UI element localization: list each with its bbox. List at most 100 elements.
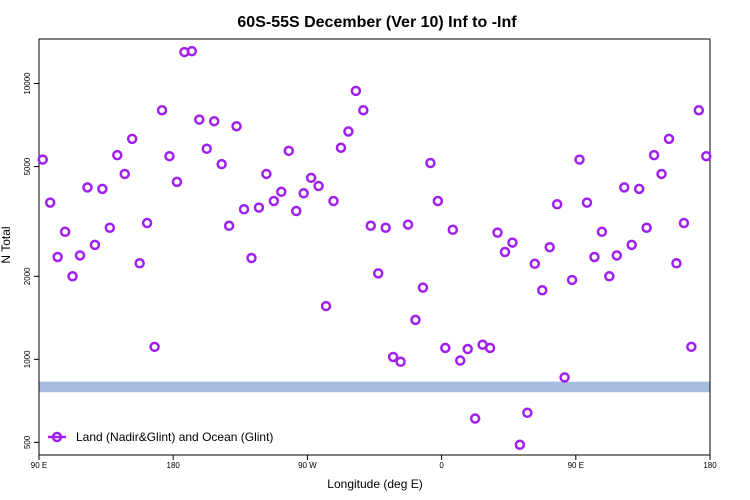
data-point xyxy=(686,341,697,353)
data-point xyxy=(208,115,220,127)
data-point xyxy=(417,282,429,293)
data-point xyxy=(343,126,354,137)
data-point xyxy=(387,351,399,363)
data-point xyxy=(372,268,384,279)
data-point xyxy=(499,246,511,258)
data-point xyxy=(425,157,436,169)
data-point xyxy=(589,251,600,263)
data-point xyxy=(454,355,466,366)
data-point xyxy=(268,195,280,207)
data-point xyxy=(320,300,332,312)
data-point xyxy=(305,172,317,184)
data-point xyxy=(201,143,212,155)
data-point xyxy=(469,413,481,424)
data-point xyxy=(619,182,630,193)
data-point xyxy=(253,202,265,213)
x-axis-label: Longitude (deg E) xyxy=(327,477,422,491)
data-point xyxy=(216,158,227,170)
data-point xyxy=(276,186,287,198)
data-point xyxy=(604,271,615,282)
data-point xyxy=(246,252,257,264)
data-point xyxy=(596,226,608,238)
data-point xyxy=(156,104,168,116)
y-axis-label: N Total xyxy=(0,226,13,263)
data-point xyxy=(402,219,414,230)
data-point xyxy=(141,217,153,229)
data-point xyxy=(633,183,645,195)
y-tick-label: 1000 xyxy=(23,350,32,368)
x-tick-label: 0 xyxy=(439,461,444,470)
legend: Land (Nadir&Glint) and Ocean (Glint) xyxy=(48,430,273,444)
data-point xyxy=(261,168,272,180)
data-point xyxy=(537,285,548,296)
data-point xyxy=(104,222,116,233)
data-point xyxy=(328,195,339,207)
data-point xyxy=(350,85,362,97)
data-point xyxy=(440,342,451,354)
y-tick-label: 10000 xyxy=(23,72,32,95)
data-point xyxy=(365,220,377,232)
data-point xyxy=(626,239,637,251)
x-tick-label: 90 E xyxy=(568,461,584,470)
data-point xyxy=(574,154,585,165)
y-axis: 500 1000 2000 5000 10000 xyxy=(23,72,39,449)
x-tick-label: 90 W xyxy=(298,461,317,470)
data-point xyxy=(223,220,235,232)
data-point xyxy=(663,133,675,145)
data-point xyxy=(380,222,391,233)
data-point xyxy=(186,45,198,57)
data-point xyxy=(641,222,652,233)
data-point xyxy=(238,204,250,215)
data-point xyxy=(551,198,563,210)
plot-area xyxy=(38,38,711,456)
data-point xyxy=(522,407,533,419)
data-point xyxy=(134,258,145,269)
data-point xyxy=(59,226,71,238)
data-point xyxy=(74,250,86,261)
data-point xyxy=(507,237,518,248)
data-point xyxy=(701,150,712,162)
data-point xyxy=(484,342,496,354)
data-point xyxy=(678,217,690,229)
data-point xyxy=(432,195,444,207)
data-point xyxy=(693,104,705,116)
data-point xyxy=(126,133,138,145)
data-point xyxy=(97,183,108,195)
data-point xyxy=(559,372,570,383)
y-tick-label: 500 xyxy=(23,435,32,449)
x-axis: 90 E 180 90 W 0 90 E 180 xyxy=(31,455,717,470)
data-point xyxy=(611,250,623,261)
data-point xyxy=(298,188,309,199)
chart-title: 60S-55S December (Ver 10) Inf to -Inf xyxy=(237,14,517,31)
data-point xyxy=(447,224,459,236)
data-point xyxy=(231,120,242,132)
y-tick-label: 2000 xyxy=(23,267,32,285)
data-point xyxy=(581,197,593,208)
data-point xyxy=(89,239,101,251)
data-points xyxy=(37,45,712,451)
data-point xyxy=(529,258,541,270)
data-point xyxy=(566,274,578,286)
data-point xyxy=(410,314,421,326)
data-point xyxy=(171,176,183,188)
data-point xyxy=(514,439,526,451)
data-point xyxy=(290,205,302,217)
y-tick-label: 5000 xyxy=(23,157,32,175)
data-point xyxy=(52,251,63,263)
legend-marker xyxy=(51,431,63,443)
data-point xyxy=(335,142,347,153)
data-point xyxy=(648,149,660,161)
data-point xyxy=(395,356,406,368)
reference-band-layer xyxy=(39,381,710,393)
data-point xyxy=(112,149,123,161)
data-point xyxy=(462,343,473,355)
data-point xyxy=(44,197,56,208)
data-point xyxy=(544,241,555,253)
x-tick-label: 180 xyxy=(167,461,181,470)
data-point xyxy=(313,180,324,192)
data-point xyxy=(194,114,205,125)
x-tick-label: 180 xyxy=(703,461,717,470)
data-point xyxy=(656,168,667,180)
data-point xyxy=(119,168,130,180)
